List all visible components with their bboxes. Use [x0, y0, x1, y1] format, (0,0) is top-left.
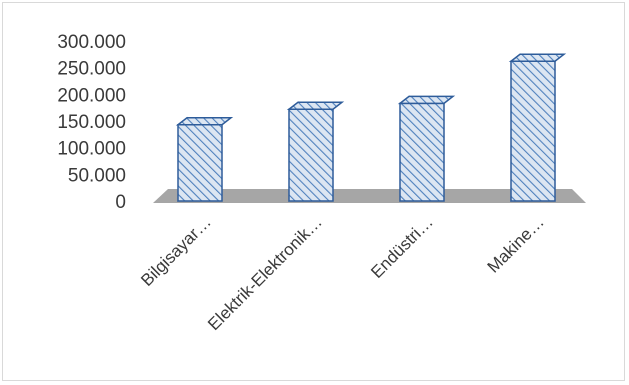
y-tick-label: 200.000: [57, 85, 126, 106]
bar-front: [177, 123, 223, 202]
y-tick-label: 0: [115, 192, 126, 213]
bar-front: [510, 60, 556, 202]
y-tick-label: 50.000: [68, 165, 126, 186]
y-tick-label: 100.000: [57, 139, 126, 160]
x-tick-label: Bilgisayar…: [137, 212, 215, 290]
chart-floor: [153, 189, 586, 203]
bar-top: [286, 101, 345, 111]
bar-front: [288, 108, 334, 202]
x-tick-label: Elektrik-Elektronik…: [204, 212, 326, 334]
x-tick-label: Endüstri…: [367, 212, 437, 282]
y-tick-label: 300.000: [57, 32, 126, 53]
x-tick-label: Makine…: [484, 212, 548, 276]
bar: [508, 53, 567, 203]
bar: [175, 116, 234, 203]
chart-frame: 0 50.000 100.000 150.000 200.000 250.000 300.0…: [2, 2, 625, 381]
bar-top: [397, 95, 456, 105]
y-tick-label: 250.000: [57, 59, 126, 80]
bar: [397, 95, 456, 203]
y-tick-label: 150.000: [57, 112, 126, 133]
bar-front: [399, 102, 445, 202]
bar-top: [508, 53, 567, 63]
bar-top: [175, 116, 234, 126]
bar: [286, 101, 345, 203]
bar-chart: 0 50.000 100.000 150.000 200.000 250.000 300.0…: [57, 32, 586, 334]
